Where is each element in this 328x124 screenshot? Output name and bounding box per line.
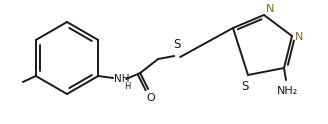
Text: S: S: [241, 80, 249, 93]
Text: N: N: [266, 4, 275, 14]
Text: N: N: [295, 32, 303, 42]
Text: O: O: [147, 93, 155, 103]
Text: NH: NH: [114, 74, 130, 84]
Text: S: S: [174, 38, 181, 51]
Text: NH₂: NH₂: [277, 86, 298, 96]
Text: H: H: [124, 82, 131, 91]
